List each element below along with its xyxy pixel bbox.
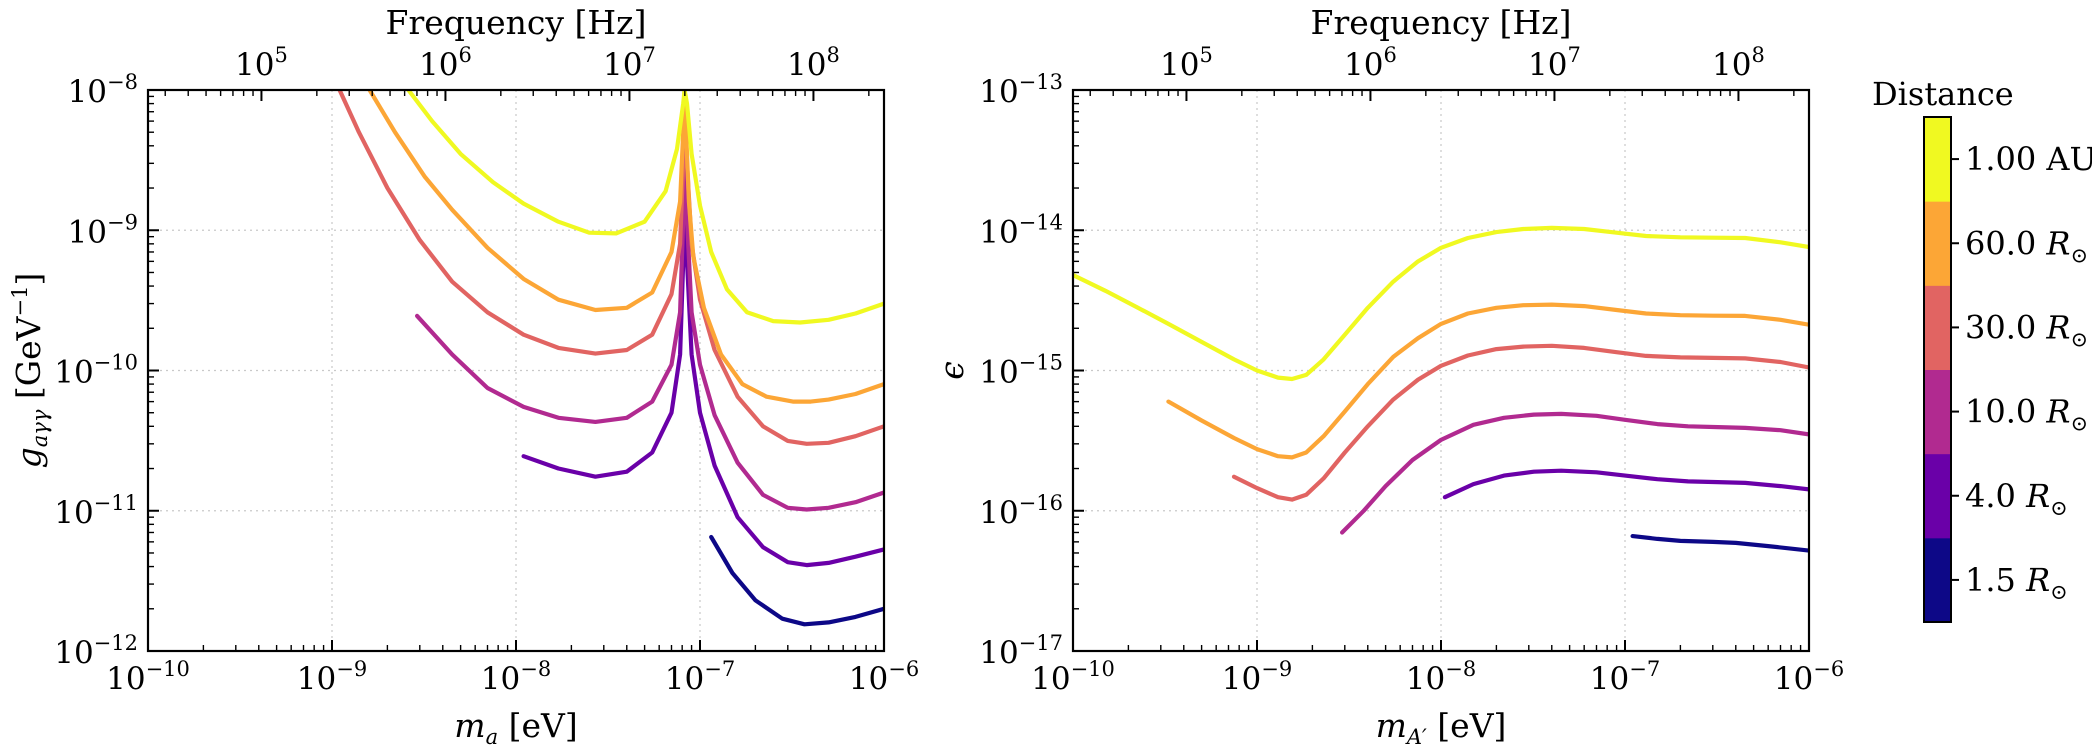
colorbar-label: 30.0 R⊙: [1965, 308, 2088, 351]
series-curve-1.00-au: [406, 90, 884, 325]
colorbar-segment: [1924, 117, 1951, 202]
colorbar-frame: [1923, 116, 1952, 623]
y-tick-label: 10−15: [979, 351, 1063, 391]
y-axis-title: ϵ: [932, 361, 971, 379]
top-tick-label: 107: [1528, 43, 1581, 83]
x-tick-label: 10−6: [1774, 657, 1844, 697]
series-curve-1.00-au: [1073, 225, 1809, 382]
y-tick-label: 10−12: [54, 631, 138, 671]
colorbar-label: 1.5 R⊙: [1965, 561, 2068, 604]
top-tick-label: 108: [1712, 43, 1765, 83]
colorbar-segment: [1924, 201, 1951, 286]
y-tick-label: 10−13: [979, 70, 1063, 110]
x-axis-title: mA′ [eV]: [1376, 706, 1507, 749]
dark-photon-mixing-panel: 10−10 10−9 10−8 10−7 10−6 10−17 10−16 10−15 10−1…: [932, 3, 1844, 749]
top-axis-title: Frequency [Hz]: [1311, 3, 1572, 42]
y-tick-label: 10−16: [979, 491, 1063, 531]
x-tick-label: 10−7: [665, 657, 735, 697]
series-curve-4.0-r-: [521, 90, 884, 568]
colorbar-title: Distance: [1872, 75, 2014, 113]
top-tick-label: 106: [1344, 43, 1397, 83]
top-tick-label: 106: [419, 43, 472, 83]
series-curve-60.0-r-: [1166, 302, 1809, 460]
colorbar-label: 60.0 R⊙: [1965, 224, 2088, 267]
series-curve-30.0-r-: [1231, 343, 1809, 502]
colorbar-segment: [1924, 537, 1951, 623]
axion-coupling-panel: 10−10 10−9 10−8 10−7 10−6 10−12 10−11 10−10 10−9…: [8, 3, 919, 749]
y-tick-label: 10−17: [979, 631, 1063, 671]
top-tick-label: 108: [787, 43, 840, 83]
top-tick-label: 107: [603, 43, 656, 83]
top-axis-title: Frequency [Hz]: [386, 3, 647, 42]
series-curve-10.0-r-: [1340, 411, 1809, 535]
x-tick-label: 10−9: [297, 657, 367, 697]
y-tick-label: 10−11: [54, 491, 138, 531]
colorbar-segment: [1924, 285, 1951, 370]
colorbar-segment: [1924, 369, 1951, 455]
colorbar-label: 10.0 R⊙: [1965, 393, 2088, 436]
colorbar-segment: [1924, 453, 1951, 539]
x-tick-label: 10−10: [106, 657, 190, 697]
y-tick-label: 10−14: [979, 210, 1063, 250]
top-tick-label: 105: [1160, 43, 1213, 83]
x-tick-label: 10−8: [481, 657, 551, 697]
x-axis-title: ma [eV]: [454, 706, 577, 749]
series-curve-4.0-r-: [1442, 468, 1809, 500]
series-curve-10.0-r-: [415, 90, 884, 512]
y-tick-label: 10−8: [68, 70, 138, 110]
y-tick-label: 10−10: [54, 351, 138, 391]
distance-colorbar: Distance 1.5 R⊙ 4.0 R⊙ 10.0 R⊙ 30.0 R⊙ 60.0 …: [1872, 75, 2092, 623]
colorbar-label: 1.00 AU: [1965, 140, 2092, 178]
x-tick-label: 10−6: [849, 657, 919, 697]
x-tick-label: 10−10: [1031, 657, 1115, 697]
y-tick-label: 10−9: [68, 210, 138, 250]
x-tick-label: 10−7: [1590, 657, 1660, 697]
series-curve-1.5-r-: [709, 534, 884, 627]
series-curve-30.0-r-: [337, 90, 884, 446]
colorbar-label: 4.0 R⊙: [1965, 477, 2068, 520]
series-curve-1.5-r-: [1630, 534, 1809, 553]
top-tick-label: 105: [235, 43, 288, 83]
y-axis-title: gaγγ [GeV−1]: [8, 273, 52, 469]
x-tick-label: 10−8: [1406, 657, 1476, 697]
x-tick-label: 10−9: [1222, 657, 1292, 697]
